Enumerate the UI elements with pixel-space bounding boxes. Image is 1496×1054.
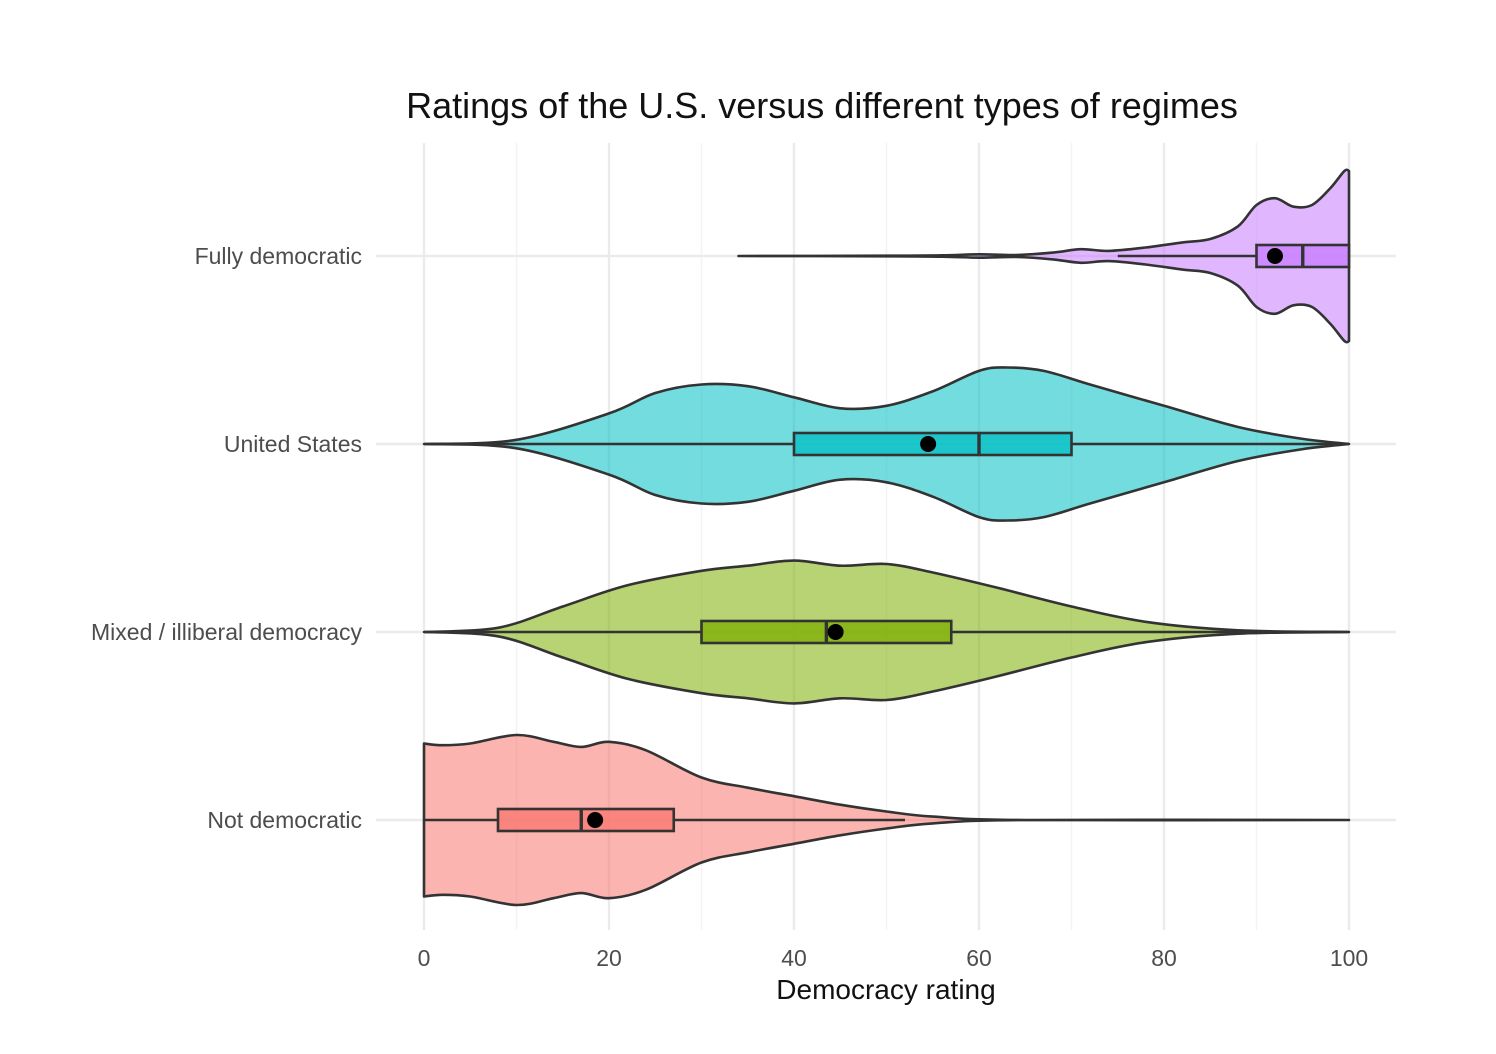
x-tick-label: 0 bbox=[418, 945, 431, 971]
x-axis-title: Democracy rating bbox=[776, 974, 995, 1005]
x-tick-label: 80 bbox=[1151, 945, 1177, 971]
y-category-label: United States bbox=[224, 431, 362, 457]
iqr-box bbox=[496, 807, 676, 833]
x-tick-label: 40 bbox=[781, 945, 807, 971]
violin-group bbox=[422, 559, 1351, 705]
x-tick-label: 20 bbox=[596, 945, 622, 971]
chart-title: Ratings of the U.S. versus different typ… bbox=[406, 85, 1238, 126]
y-category-label: Not democratic bbox=[207, 807, 362, 833]
mean-point bbox=[587, 812, 604, 828]
x-tick-label: 100 bbox=[1330, 945, 1368, 971]
violin-group bbox=[422, 733, 1351, 907]
violins bbox=[422, 168, 1351, 907]
y-category-label: Mixed / illiberal democracy bbox=[91, 619, 362, 645]
x-axis-ticks: 0 20 40 60 80 100 bbox=[418, 945, 1369, 971]
mean-point bbox=[827, 624, 844, 640]
mean-point bbox=[920, 436, 937, 452]
mean-point bbox=[1267, 248, 1283, 264]
x-tick-label: 60 bbox=[966, 945, 992, 971]
y-category-label: Fully democratic bbox=[195, 243, 362, 269]
violin-group bbox=[422, 366, 1351, 522]
violin-group bbox=[737, 168, 1351, 344]
y-axis-labels: Fully democratic United States Mixed / ill… bbox=[91, 243, 362, 833]
